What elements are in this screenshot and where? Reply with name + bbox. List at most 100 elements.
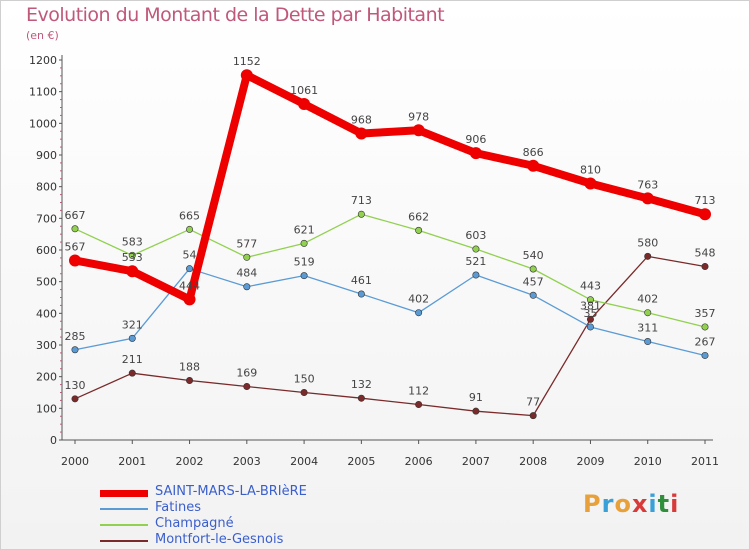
data-point <box>469 147 482 160</box>
data-label: 35 <box>583 307 597 320</box>
data-point <box>128 251 136 259</box>
data-point <box>701 351 709 359</box>
y-tick-label: 500 <box>36 276 57 289</box>
legend-label: Fatines <box>155 500 201 515</box>
x-tick-label: 2007 <box>462 455 490 468</box>
data-point <box>644 252 652 260</box>
data-label: 580 <box>637 236 658 249</box>
data-label: 968 <box>351 113 372 126</box>
data-label: 540 <box>523 249 544 262</box>
data-point <box>472 245 480 253</box>
legend-label: Champagné <box>155 516 234 531</box>
data-label: 461 <box>351 274 372 287</box>
data-label: 150 <box>294 373 315 386</box>
data-label: 321 <box>122 318 143 331</box>
data-label: 381 <box>580 299 601 312</box>
logo-letter: i <box>648 490 658 518</box>
data-point <box>298 98 311 111</box>
legend-swatch <box>100 524 148 526</box>
chart-subtitle: (en €) <box>26 29 59 42</box>
data-point <box>584 177 597 190</box>
data-point <box>415 226 423 234</box>
data-point <box>472 271 480 279</box>
data-label: 169 <box>236 366 257 379</box>
line-chart: 0 100 200 300 400 500 600 700 800 900 1000 1100 1200… <box>29 54 719 468</box>
x-tick-label: 2005 <box>347 455 375 468</box>
data-label: 91 <box>469 391 483 404</box>
x-tick-label: 2006 <box>405 455 433 468</box>
data-point <box>243 283 251 291</box>
data-point <box>243 253 251 261</box>
data-label: 1152 <box>233 55 261 68</box>
data-point <box>71 346 79 354</box>
data-point <box>186 376 194 384</box>
data-point <box>243 382 251 390</box>
logo-letter: t <box>657 490 671 518</box>
data-point <box>586 315 594 323</box>
data-point <box>701 323 709 331</box>
data-label: 521 <box>465 255 486 268</box>
x-tick-label: 2000 <box>61 455 89 468</box>
data-point <box>527 159 540 172</box>
data-label: 713 <box>695 194 716 207</box>
series-line-1 <box>74 268 706 357</box>
data-label: 621 <box>294 223 315 236</box>
y-tick-label: 800 <box>36 181 57 194</box>
data-label: 906 <box>465 133 486 146</box>
x-tick-label: 2008 <box>519 455 547 468</box>
legend-swatch <box>100 490 148 497</box>
data-point <box>415 401 423 409</box>
data-point <box>644 338 652 346</box>
data-label: 662 <box>408 210 429 223</box>
data-point <box>357 394 365 402</box>
data-label: 285 <box>65 330 86 343</box>
logo-letter: o <box>614 490 632 518</box>
data-point <box>529 291 537 299</box>
y-tick-label: 0 <box>50 434 57 447</box>
data-label: 132 <box>351 378 372 391</box>
data-point <box>300 272 308 280</box>
x-tick-label: 2004 <box>290 455 318 468</box>
data-label: 54 <box>183 249 197 262</box>
data-point <box>529 265 537 273</box>
data-point <box>641 192 654 205</box>
legend-swatch <box>100 540 148 542</box>
data-point <box>183 293 196 306</box>
series-line-0 <box>74 71 707 304</box>
series-line-2 <box>74 213 706 328</box>
data-label: 77 <box>526 396 540 409</box>
data-label: 533 <box>122 251 143 264</box>
data-label: 548 <box>695 246 716 259</box>
data-label: 583 <box>122 235 143 248</box>
data-point <box>186 225 194 233</box>
logo-letter: r <box>601 490 615 518</box>
data-label: 357 <box>695 307 716 320</box>
data-point <box>71 395 79 403</box>
data-point <box>300 239 308 247</box>
data-point <box>586 323 594 331</box>
data-label: 577 <box>236 237 257 250</box>
data-point <box>126 265 139 278</box>
y-tick-label: 1100 <box>29 86 57 99</box>
x-tick-label: 2011 <box>691 455 719 468</box>
data-label: 978 <box>408 110 429 123</box>
data-point <box>300 388 308 396</box>
data-label: 484 <box>236 267 257 280</box>
data-label: 1061 <box>290 84 318 97</box>
series-line-3 <box>74 255 706 417</box>
data-label: 130 <box>65 379 86 392</box>
data-label: 267 <box>695 335 716 348</box>
data-label: 211 <box>122 353 143 366</box>
data-point <box>69 254 81 267</box>
data-label: 443 <box>580 280 601 293</box>
x-tick-label: 2010 <box>634 455 662 468</box>
data-point <box>240 69 253 82</box>
data-label: 603 <box>465 229 486 242</box>
data-label: 444 <box>179 279 200 292</box>
chart-title: Evolution du Montant de la Dette par Hab… <box>26 4 445 26</box>
data-point <box>529 412 537 420</box>
logo-letter: x <box>631 490 649 518</box>
data-label: 713 <box>351 194 372 207</box>
data-point <box>701 262 709 270</box>
